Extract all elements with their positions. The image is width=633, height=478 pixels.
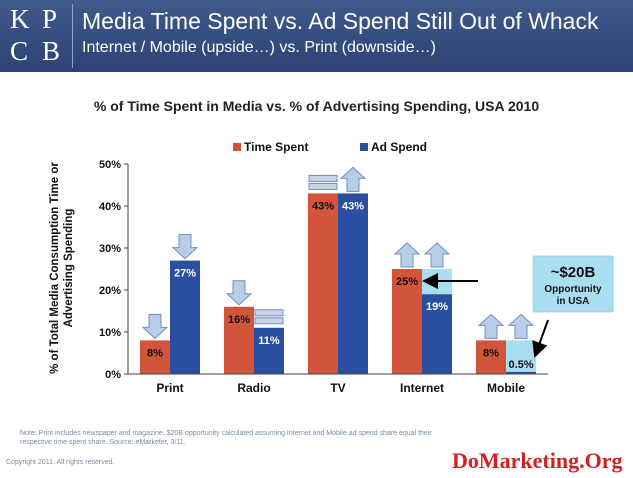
x-category-label: Internet <box>400 381 444 395</box>
trend-up-icon <box>507 313 535 339</box>
y-tick-label: 30% <box>99 243 121 255</box>
callout-amount: ~$20B <box>551 264 596 281</box>
data-label: 16% <box>228 314 250 326</box>
trend-down-icon <box>141 313 169 340</box>
y-tick-label: 0% <box>105 369 121 381</box>
data-label: 8% <box>147 347 163 359</box>
data-label: 11% <box>258 335 280 347</box>
data-label: 0.5% <box>508 359 533 371</box>
trend-down-icon <box>171 234 199 260</box>
legend-item-ad-spend: Ad Spend <box>360 140 427 154</box>
slide-header: K P C B Media Time Spent vs. Ad Spend St… <box>0 0 633 72</box>
callout-line2: in USA <box>557 296 590 307</box>
trend-flat-icon <box>254 317 284 325</box>
legend-label: Time Spent <box>244 140 309 154</box>
trend-up-icon <box>423 242 451 268</box>
legend-item-time-spent: Time Spent <box>233 140 308 154</box>
logo-letter: P <box>42 4 59 34</box>
bar-time-spent <box>140 340 170 374</box>
brand-watermark: DoMarketing.Org <box>452 448 623 473</box>
y-tick-label: 10% <box>99 327 121 339</box>
x-category-label: Mobile <box>487 381 525 395</box>
bar-time-spent <box>224 306 254 374</box>
trend-flat-icon <box>308 174 338 182</box>
logo-letter: B <box>42 36 62 66</box>
legend-label: Ad Spend <box>371 140 427 154</box>
trend-up-icon <box>393 242 421 268</box>
y-tick-label: 50% <box>99 159 121 171</box>
trend-flat-icon <box>308 182 338 190</box>
bar-ad-spend <box>254 327 284 374</box>
legend-swatch <box>233 143 241 151</box>
bar-time-spent <box>308 193 338 374</box>
callout-arrow-mobile <box>532 319 549 358</box>
bar-ad-spend <box>338 193 368 374</box>
data-label: 43% <box>342 200 364 212</box>
slide-title: Media Time Spent vs. Ad Spend Still Out … <box>82 8 599 34</box>
callout-line1: Opportunity <box>544 284 602 295</box>
bar-ad-spend <box>422 294 452 374</box>
data-label: 19% <box>426 301 448 313</box>
trend-up-icon <box>477 313 505 339</box>
bar-ad-spend <box>170 260 200 374</box>
copyright: Copyright 2011. All rights reserved. <box>6 459 115 466</box>
data-label: 27% <box>174 268 196 280</box>
logo-letter: K <box>10 4 31 34</box>
x-category-label: Radio <box>237 381 270 395</box>
footnote: Note: Print includes newspaper and magaz… <box>20 430 432 446</box>
x-category-label: TV <box>330 381 345 395</box>
trend-flat-icon <box>254 309 284 317</box>
data-label: 43% <box>312 200 334 212</box>
bar-time-spent <box>476 340 506 374</box>
opportunity-callout-box <box>532 255 614 313</box>
data-label: 25% <box>396 276 418 288</box>
bar-ad-spend <box>506 371 536 374</box>
opportunity-gap-bar <box>506 340 536 372</box>
y-tick-label: 40% <box>99 201 121 213</box>
kpcb-logo: K P C B <box>4 4 73 68</box>
slide-subtitle: Internet / Mobile (upside…) vs. Print (d… <box>82 39 436 56</box>
x-category-label: Print <box>156 381 183 395</box>
logo-letter: C <box>10 36 30 66</box>
y-tick-label: 20% <box>99 285 121 297</box>
chart-title: % of Time Spent in Media vs. % of Advert… <box>93 98 540 114</box>
bar-time-spent <box>392 269 422 374</box>
trend-down-icon <box>225 280 253 306</box>
data-label: 8% <box>483 347 499 359</box>
trend-up-icon <box>339 166 367 192</box>
legend-swatch <box>360 143 368 151</box>
